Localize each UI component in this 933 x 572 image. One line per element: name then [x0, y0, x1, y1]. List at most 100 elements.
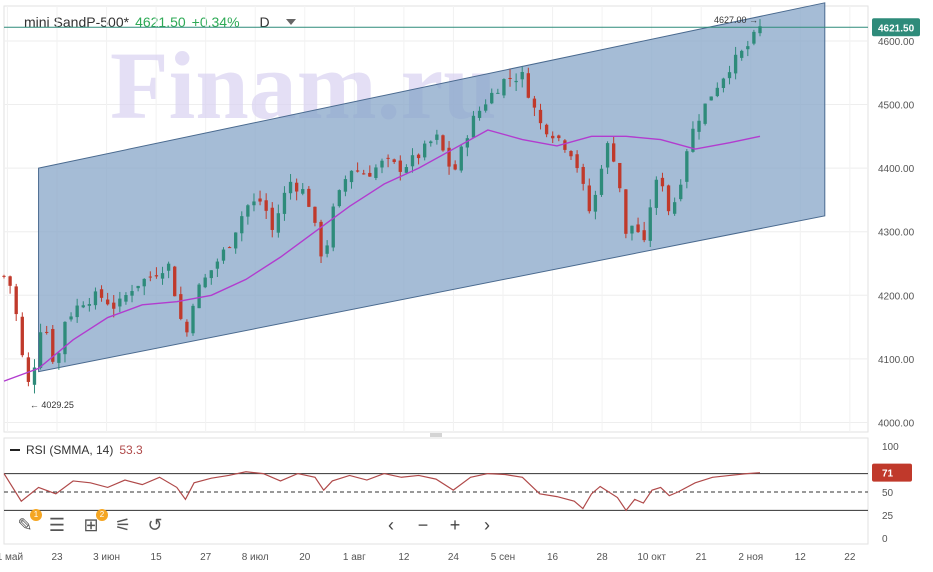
- candle-body: [758, 26, 762, 34]
- zoom-in-button[interactable]: +: [449, 514, 461, 535]
- candle-body: [380, 160, 384, 168]
- candle-body: [173, 266, 177, 297]
- candle-body: [654, 179, 659, 208]
- candle-body: [721, 78, 726, 89]
- undo-icon[interactable]: ↺: [147, 514, 163, 535]
- candle-body: [313, 206, 317, 223]
- x-tick-label: 1 авг: [343, 552, 366, 563]
- y-tick-label: 4100.00: [878, 355, 915, 366]
- candle-body: [508, 77, 512, 79]
- candle-body: [733, 54, 738, 74]
- candle-body: [154, 275, 159, 277]
- regression-channel: [38, 2, 826, 373]
- candle-body: [301, 189, 305, 194]
- candle-body: [45, 331, 49, 333]
- last-price-badge: 4621.50: [878, 23, 915, 34]
- candle-body: [514, 80, 518, 83]
- candle-body: [435, 134, 439, 140]
- candle-body: [227, 247, 232, 249]
- indicator-badge: 2: [96, 509, 108, 521]
- y-tick-label: 4300.00: [878, 228, 915, 239]
- list-icon[interactable]: ☰: [48, 514, 66, 535]
- y-tick-label: 4400.00: [878, 164, 915, 175]
- candle-body: [502, 79, 506, 96]
- rsi-tick-label: 50: [882, 488, 894, 499]
- x-tick-label: 24: [448, 552, 460, 563]
- candle-body: [490, 92, 494, 104]
- candle-body: [386, 157, 390, 159]
- candle-body: [2, 275, 6, 277]
- candle-body: [240, 216, 244, 234]
- candle-body: [520, 71, 524, 80]
- candle-body: [672, 202, 677, 214]
- candle-body: [453, 164, 457, 170]
- price-pane-frame: [3, 5, 869, 433]
- chevron-down-icon[interactable]: [285, 19, 296, 25]
- candle-body: [410, 155, 415, 167]
- y-tick-label: 4200.00: [878, 291, 915, 302]
- x-tick-label: 27: [200, 552, 212, 563]
- rsi-name[interactable]: RSI (SMMA, 14): [26, 443, 114, 457]
- x-tick-label: 5 сен: [491, 552, 515, 563]
- x-tick-label: 23: [51, 552, 63, 563]
- candle-body: [416, 154, 421, 159]
- candle-body: [160, 273, 165, 279]
- candle-body: [551, 135, 555, 139]
- pencil-icon[interactable]: ✎ 1: [14, 509, 42, 536]
- candle-body: [246, 205, 250, 217]
- settings-sliders-icon[interactable]: ⚟: [114, 514, 132, 535]
- last-price-badge-bg: [872, 18, 920, 37]
- candle-body: [557, 135, 561, 139]
- add-indicator-icon[interactable]: ⊞ 2: [80, 509, 108, 536]
- x-tick-label: 12: [398, 552, 410, 563]
- candle-body: [203, 277, 207, 288]
- scroll-right-button[interactable]: ›: [484, 514, 490, 535]
- rsi-value: 53.3: [119, 443, 143, 457]
- candle-body: [660, 177, 665, 187]
- candle-body: [599, 168, 604, 195]
- candle-body: [355, 170, 360, 172]
- candle-body: [642, 230, 646, 241]
- candle-body: [8, 276, 12, 286]
- candle-body: [429, 141, 433, 144]
- candle-body: [69, 316, 73, 320]
- candle-body: [337, 190, 341, 207]
- candle-body: [398, 160, 402, 172]
- candle-body: [179, 294, 183, 319]
- candle-body: [136, 285, 140, 289]
- candle-body: [294, 182, 299, 192]
- x-tick-label: 16: [547, 552, 559, 563]
- candle-body: [75, 305, 79, 318]
- x-tick-label: 2 ноя: [738, 552, 763, 563]
- candle-body: [605, 143, 610, 168]
- candle-body: [276, 213, 281, 233]
- rsi-badge: 71: [882, 469, 894, 480]
- candle-body: [581, 166, 585, 184]
- candle-body: [319, 221, 323, 257]
- candle-body: [709, 96, 713, 101]
- candle-body: [112, 302, 116, 309]
- candle-body: [325, 245, 329, 254]
- candle-body: [166, 263, 171, 271]
- x-tick-label: 15: [151, 552, 163, 563]
- candle-body: [93, 291, 98, 306]
- candle-body: [63, 321, 67, 355]
- y-tick-label: 4600.00: [878, 37, 915, 48]
- candle-body: [697, 120, 701, 132]
- candle-body: [51, 328, 55, 362]
- candle-body: [715, 87, 719, 97]
- candle-body: [685, 151, 689, 182]
- candle-body: [270, 207, 274, 230]
- zoom-out-button[interactable]: −: [417, 514, 429, 535]
- scroll-left-button[interactable]: ‹: [388, 514, 394, 535]
- candle-body: [526, 73, 530, 98]
- symbol-name[interactable]: mini SandP-500*: [24, 14, 130, 30]
- timeframe-selector[interactable]: D: [259, 14, 270, 30]
- low-annotation: ← 4029.25: [30, 400, 74, 410]
- candle-body: [234, 232, 238, 249]
- candle-body: [130, 291, 134, 296]
- candle-body: [374, 167, 378, 179]
- candle-body: [124, 295, 128, 302]
- price-change: +0.34%: [191, 14, 240, 30]
